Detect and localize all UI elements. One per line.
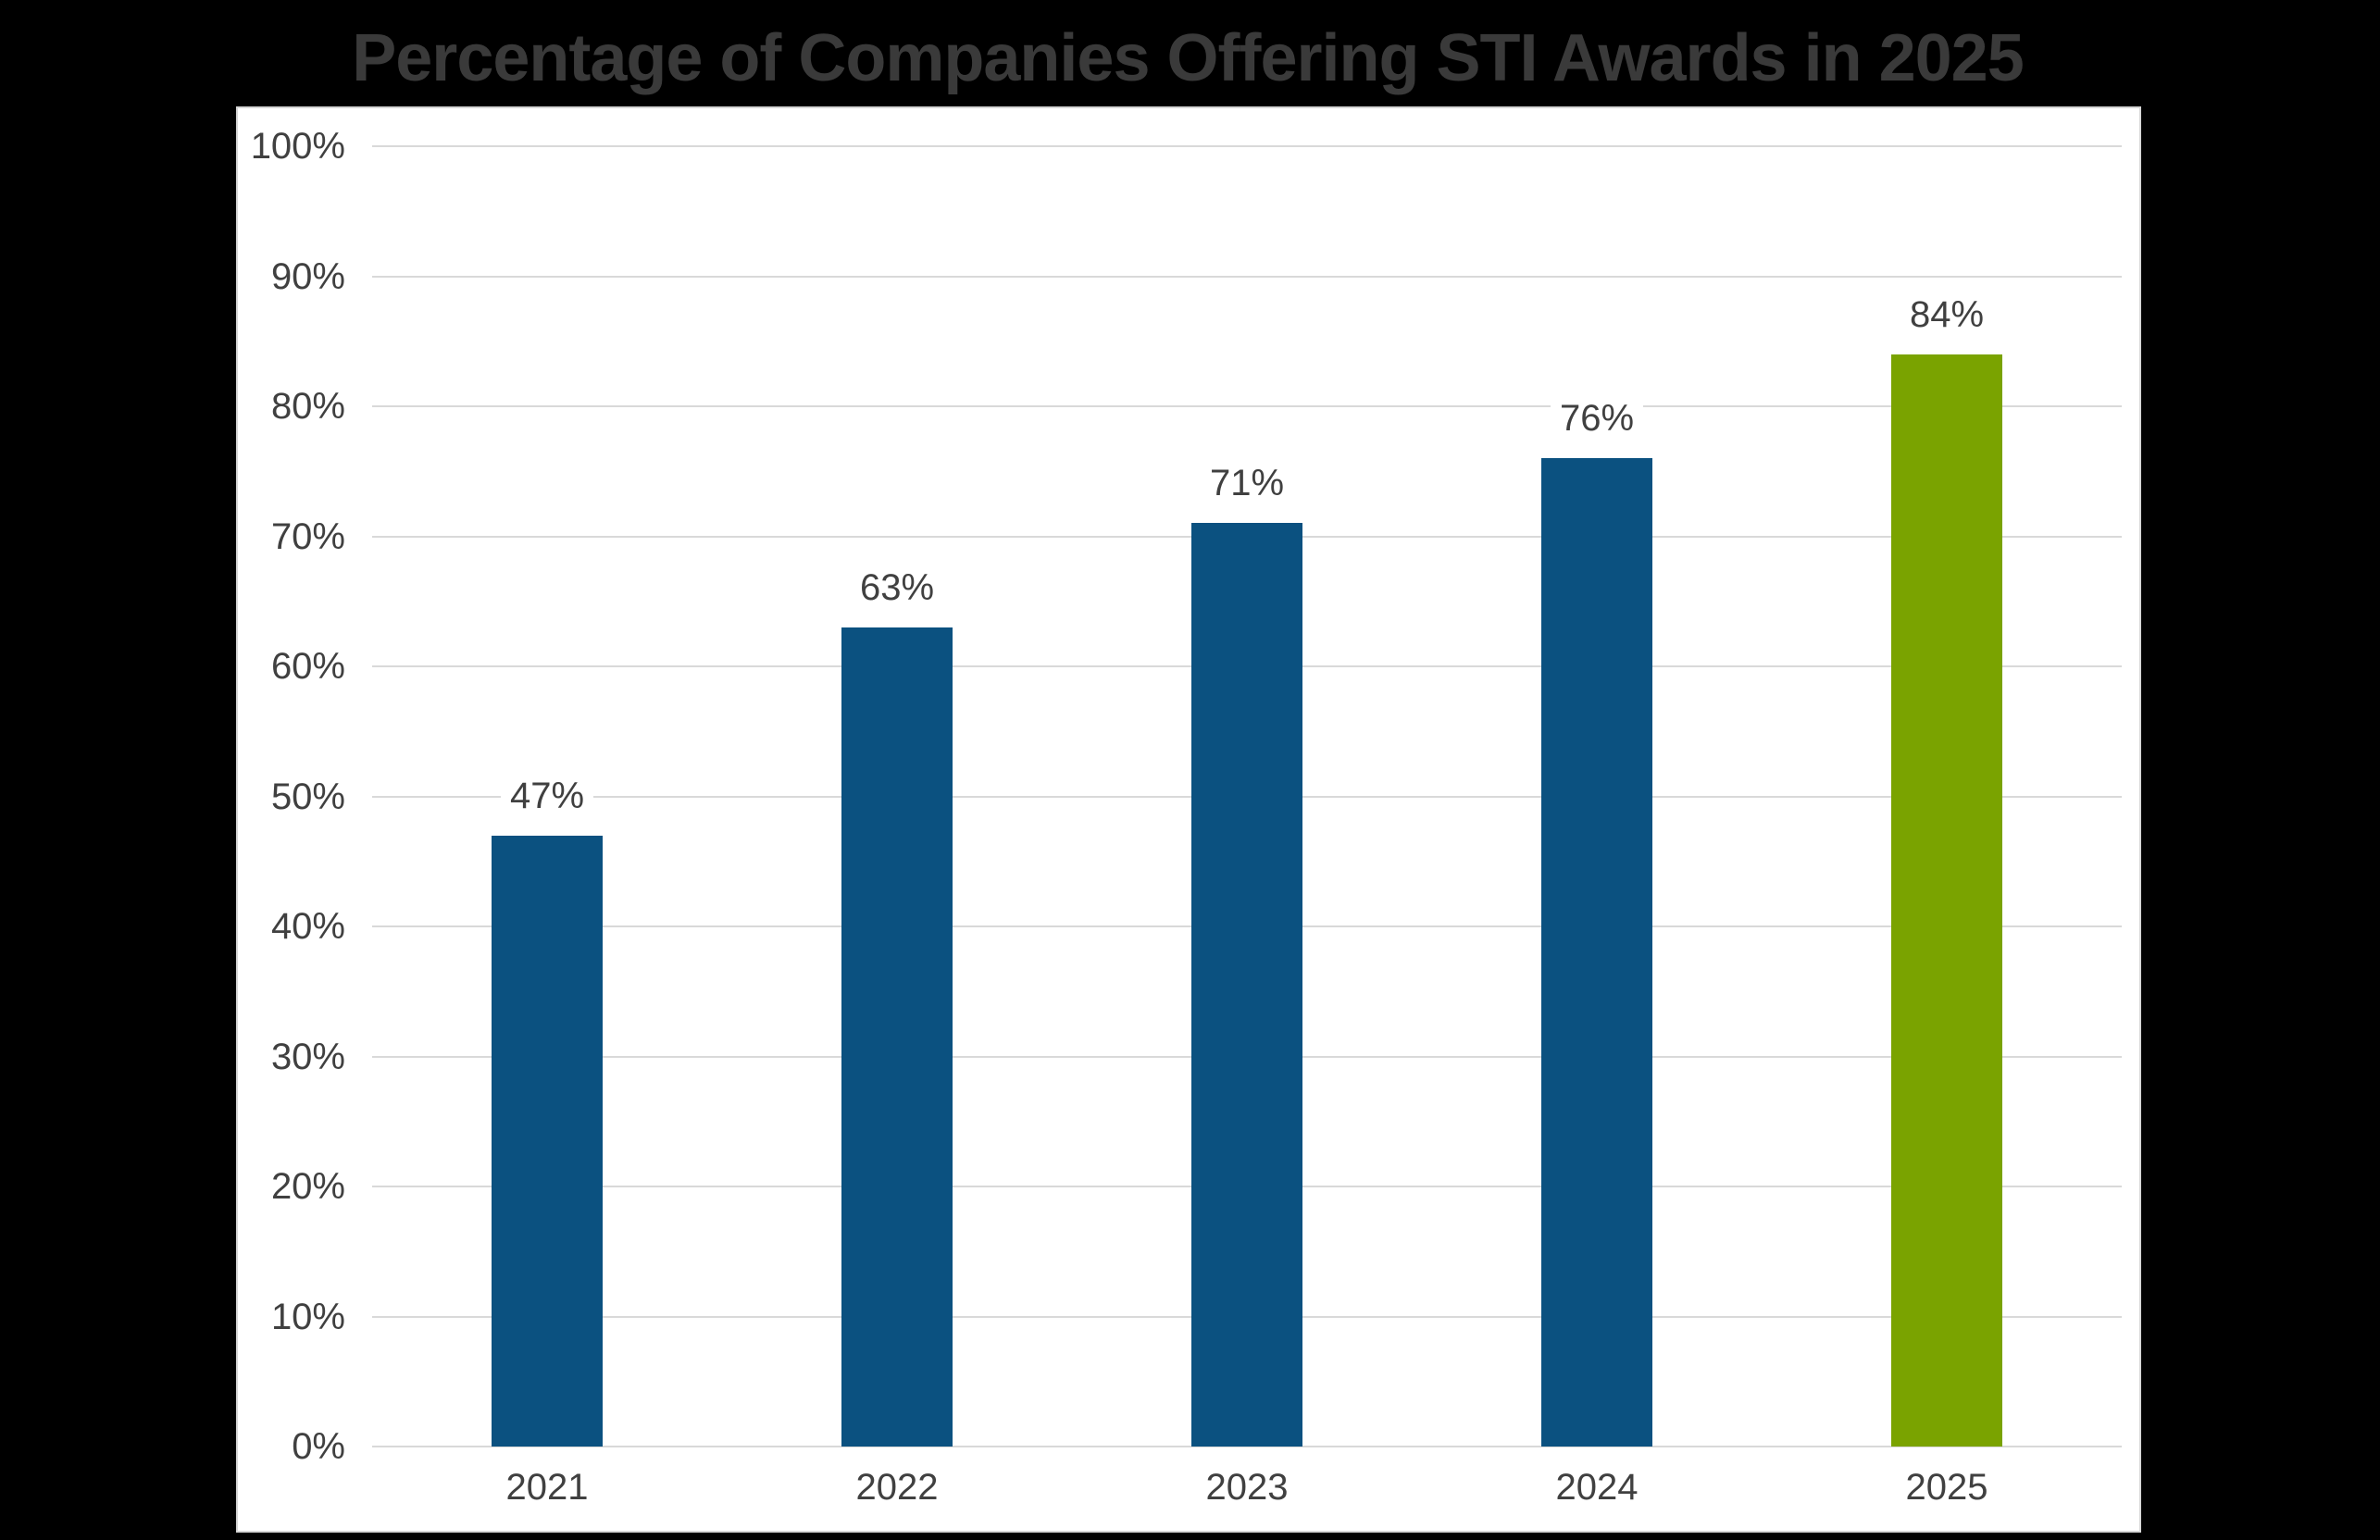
- gridline: [372, 145, 2122, 147]
- y-axis-label: 20%: [270, 1166, 345, 1207]
- gridline: [372, 275, 2122, 278]
- bar-value-label: 47%: [500, 774, 594, 817]
- y-axis-label: 60%: [270, 646, 345, 687]
- bar-2023: [1191, 523, 1302, 1447]
- bars-row: 47% 63% 71% 76% 84%: [372, 146, 2122, 1447]
- y-axis-label: 10%: [270, 1296, 345, 1337]
- y-axis: 0% 10% 20% 30% 40% 50% 60% 70% 80% 90% 100%: [238, 126, 345, 1467]
- bar-slot-2024: 76%: [1422, 146, 1772, 1447]
- bar-2024: [1541, 458, 1652, 1447]
- y-axis-label: 80%: [270, 386, 345, 427]
- bar-2022: [841, 627, 953, 1447]
- bar-2025: [1891, 354, 2002, 1447]
- y-axis-label: 0%: [292, 1426, 345, 1467]
- y-axis-label: 100%: [250, 126, 345, 167]
- y-axis-label: 50%: [270, 776, 345, 817]
- bar-slot-2022: 63%: [722, 146, 1072, 1447]
- bar-value-label: 76%: [1550, 397, 1644, 441]
- chart-panel: 0% 10% 20% 30% 40% 50% 60% 70% 80% 90% 100% 47% 63%…: [236, 106, 2141, 1533]
- x-axis-label: 2024: [1555, 1467, 1639, 1508]
- bar-slot-2023: 71%: [1072, 146, 1422, 1447]
- x-axis-label: 2022: [855, 1467, 939, 1508]
- y-axis-label: 90%: [270, 255, 345, 297]
- y-axis-label: 70%: [270, 515, 345, 557]
- bar-slot-2021: 47%: [372, 146, 722, 1447]
- bar-slot-2025: 84%: [1772, 146, 2122, 1447]
- bar-2021: [492, 835, 603, 1447]
- bar-value-label: 84%: [1900, 292, 1994, 336]
- plot-area: 47% 63% 71% 76% 84%: [372, 145, 2122, 1447]
- chart-title: Percentage of Companies Offering STI Awa…: [352, 21, 2025, 95]
- x-axis: 2021 2022 2023 2024 2025: [372, 1461, 2122, 1513]
- y-axis-label: 40%: [270, 906, 345, 947]
- x-axis-label: 2023: [1205, 1467, 1289, 1508]
- gridline: [372, 1446, 2122, 1447]
- x-axis-label: 2021: [505, 1467, 589, 1508]
- x-axis-label: 2025: [1905, 1467, 1988, 1508]
- bar-value-label: 63%: [850, 565, 944, 609]
- bar-value-label: 71%: [1200, 462, 1294, 505]
- gridline: [372, 405, 2122, 407]
- y-axis-label: 30%: [270, 1036, 345, 1077]
